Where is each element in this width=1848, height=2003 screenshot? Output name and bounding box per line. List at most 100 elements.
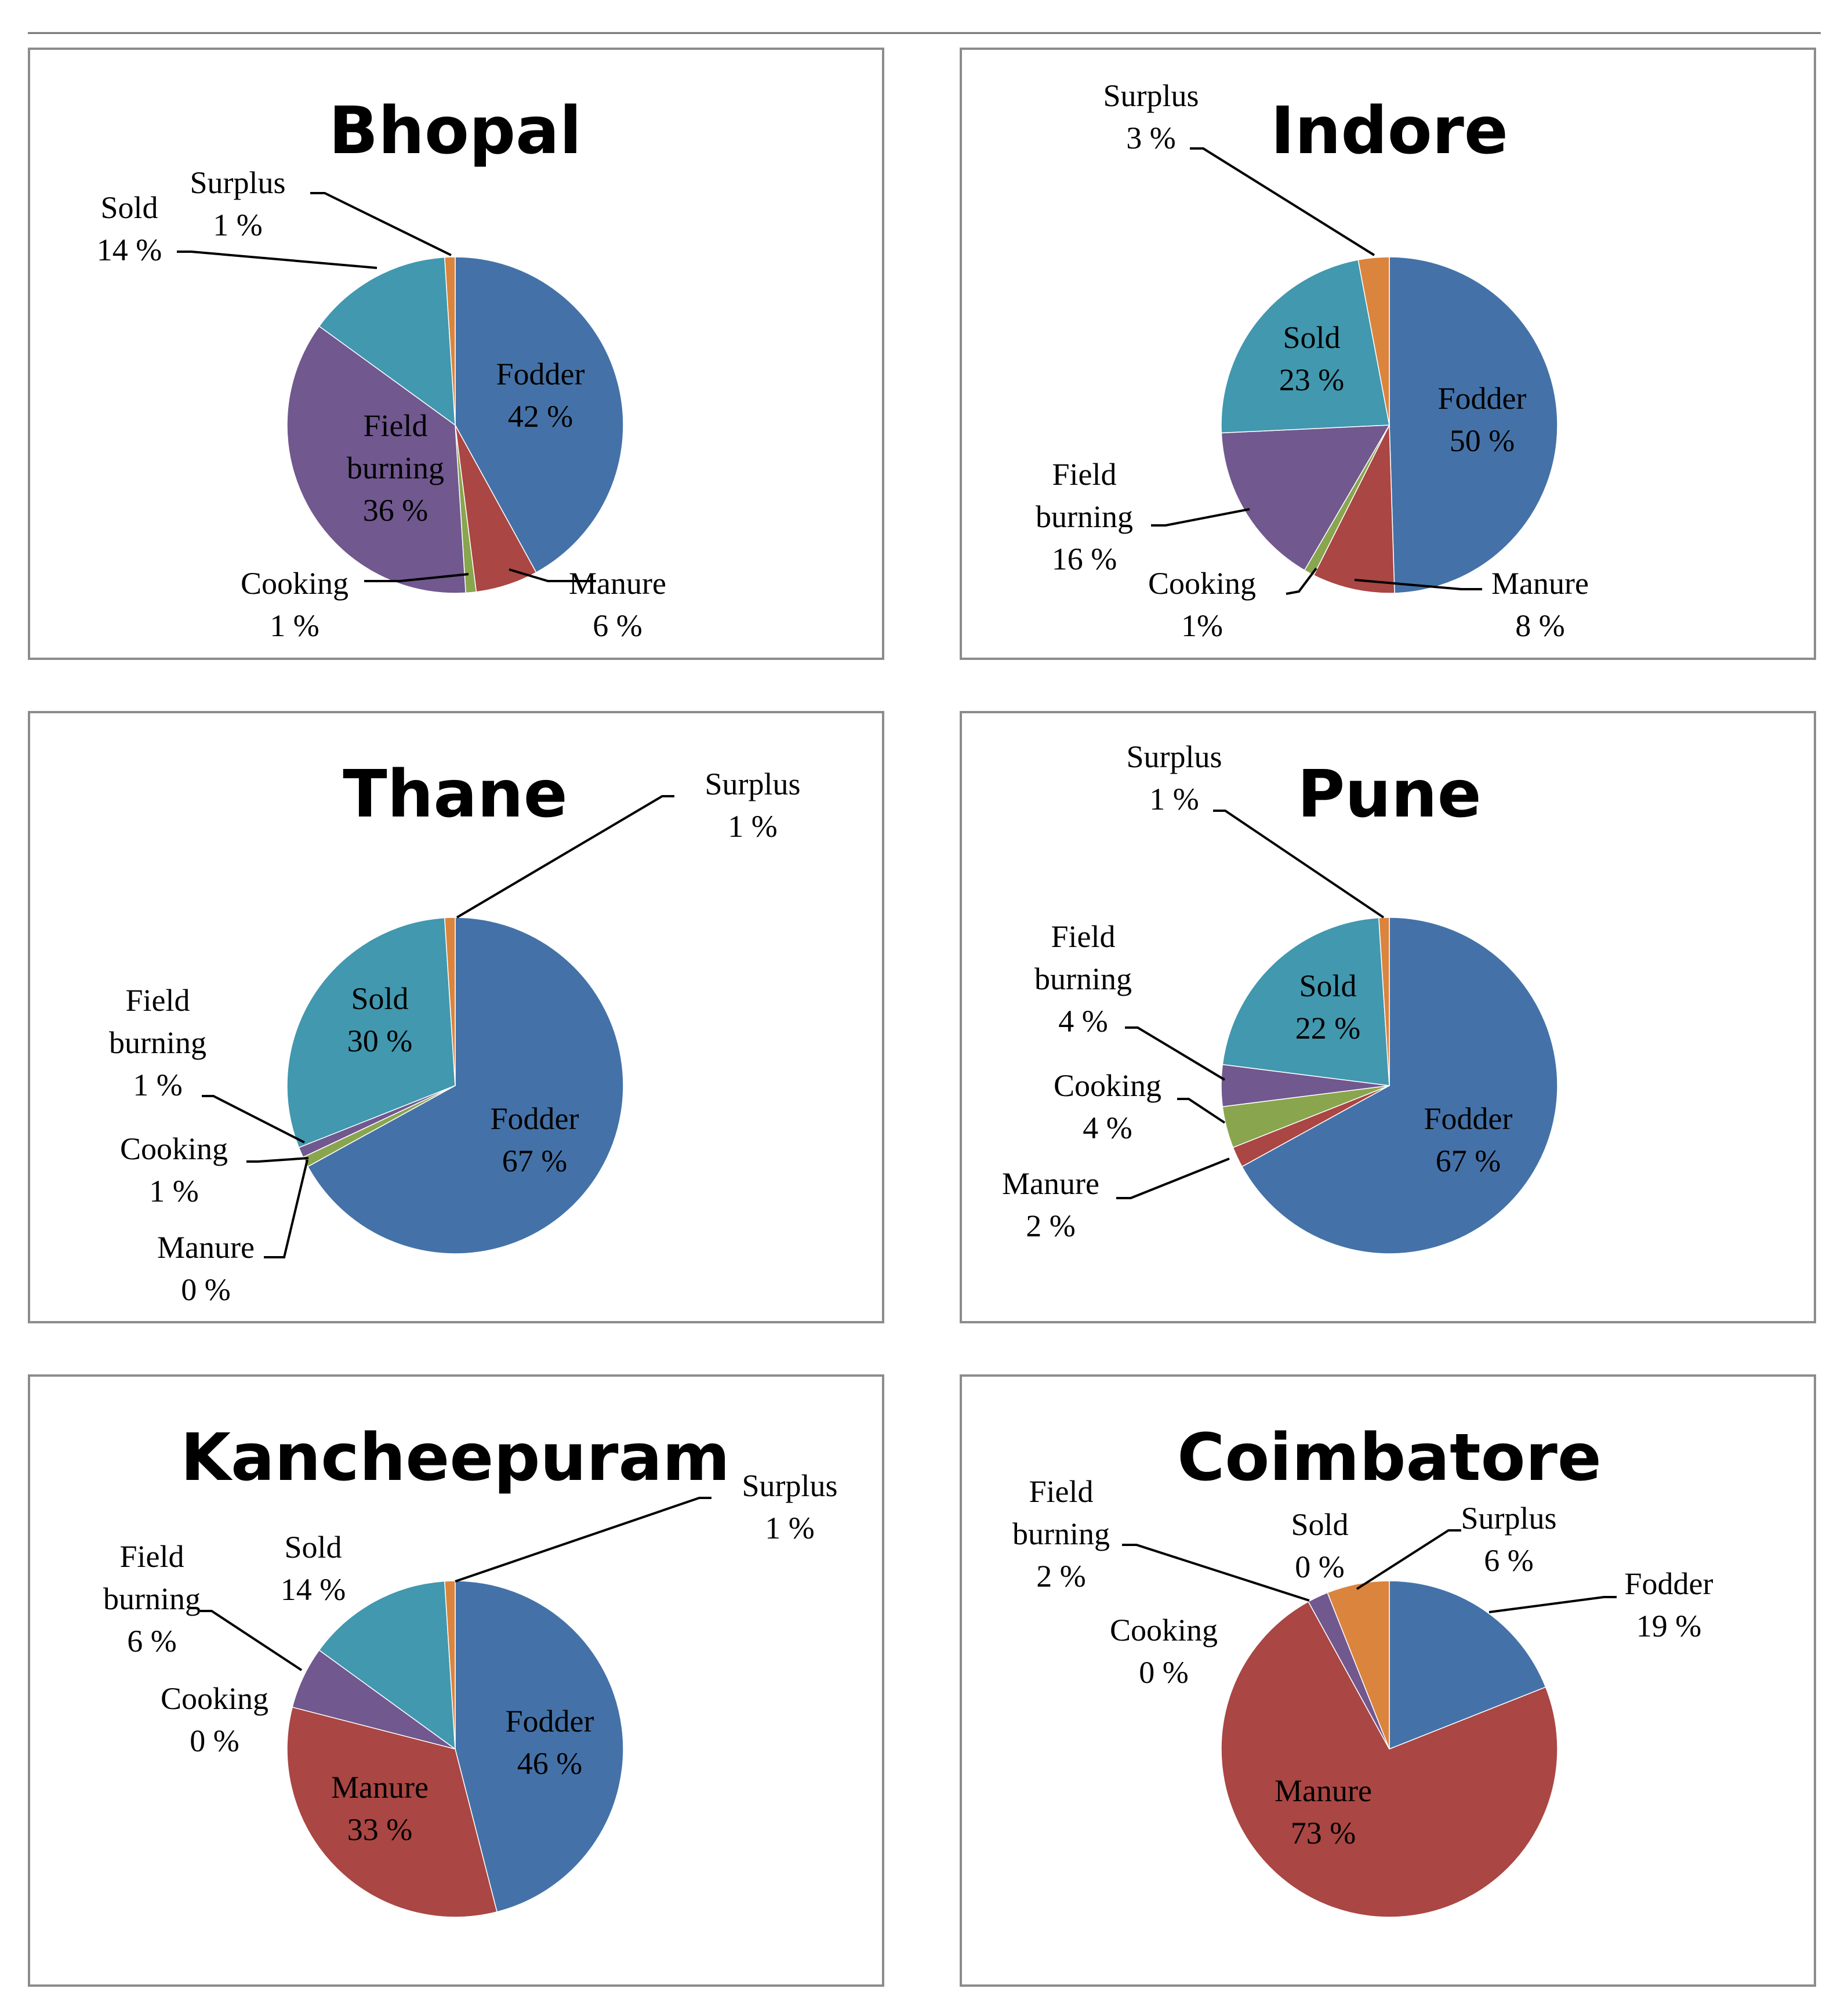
pie-chart-coimbatore: Coimbatore Fodder 19 % Manure 73 % Cooking 0 %… [960, 1374, 1816, 1987]
pie-chart-pune: Pune Fodder 67 % Manure 2 % Cooking 4 % Field bu… [960, 711, 1816, 1323]
data-label-field-burning: Field burning 16 % [1036, 457, 1133, 576]
leader-line-manure [509, 568, 596, 582]
data-label-line: 2 % [1026, 1209, 1075, 1243]
data-label-line: Surplus [1126, 739, 1222, 774]
slice-sold [1222, 917, 1390, 1086]
data-label-line: Cooking [241, 566, 348, 601]
leader-line-manure [264, 1159, 308, 1258]
data-label-manure: Manure 0 % [157, 1230, 255, 1307]
data-label-line: Field [1051, 919, 1115, 954]
data-label-line: 8 % [1515, 608, 1564, 643]
data-label-sold: Sold 23 % [1279, 320, 1344, 397]
chart-title: Pune [1297, 757, 1482, 832]
data-label-line: 16 % [1052, 542, 1117, 576]
chart-title: Indore [1270, 93, 1508, 169]
chart-title: Kancheepuram [180, 1420, 730, 1496]
data-label-line: Field [1052, 457, 1116, 492]
data-label-manure: Manure 73 % [1275, 1773, 1372, 1850]
data-label-cooking: Cooking 4 % [1054, 1068, 1161, 1145]
slice-manure [1221, 1601, 1558, 1918]
data-label-line: Cooking [161, 1681, 268, 1716]
data-label-sold: Sold 14 % [281, 1530, 346, 1607]
data-label-line: 1 % [270, 608, 319, 643]
data-label-line: 3 % [1126, 121, 1175, 155]
leader-line-surplus [1356, 1529, 1461, 1590]
slice-manure [286, 1706, 498, 1918]
data-label-line: Manure [569, 566, 666, 601]
data-label-line: 4 % [1058, 1004, 1108, 1039]
data-label-line: Sold [1283, 320, 1340, 355]
data-label-line: Manure [157, 1230, 255, 1265]
data-label-line: Sold [351, 981, 408, 1016]
data-label-line: 6 % [127, 1624, 176, 1659]
data-label-manure: Manure 6 % [569, 566, 666, 643]
data-label-surplus: Surplus 1 % [705, 767, 800, 844]
data-label-line: 46 % [517, 1746, 582, 1781]
data-label-sold: Sold 0 % [1291, 1507, 1348, 1584]
data-label-line: Manure [1275, 1773, 1372, 1808]
data-label-line: 0 % [1295, 1550, 1344, 1584]
slice-manure [1313, 424, 1395, 594]
data-label-line: 2 % [1036, 1559, 1085, 1594]
data-label-line: 0 % [181, 1272, 230, 1307]
leader-line-fodder [1488, 1596, 1617, 1613]
data-label-line: Cooking [1110, 1613, 1218, 1648]
data-label-line: 1 % [213, 208, 262, 242]
leader-line-field-burning [200, 1610, 303, 1671]
data-label-field-burning: Field burning 2 % [1012, 1474, 1110, 1594]
data-label-line: Surplus [705, 767, 800, 801]
data-label-fodder: Fodder 67 % [491, 1101, 579, 1178]
data-label-line: 1 % [149, 1174, 198, 1209]
data-label-fodder: Fodder 50 % [1438, 381, 1527, 458]
leader-line-surplus [310, 192, 452, 256]
slice-sold [318, 1580, 456, 1750]
data-label-surplus: Surplus 1 % [190, 165, 285, 242]
slice-surplus [1378, 917, 1390, 1086]
data-label-fodder: Fodder 67 % [1424, 1101, 1513, 1178]
data-label-line: Fodder [1438, 381, 1527, 416]
data-label-cooking: Cooking 1 % [241, 566, 348, 643]
slice-surplus [444, 917, 456, 1086]
leader-line-field-burning [1122, 1544, 1310, 1602]
data-label-line: burning [1034, 961, 1132, 996]
data-label-line: Manure [331, 1770, 429, 1805]
slice-fodder [1389, 256, 1558, 594]
slice-surplus [1327, 1580, 1390, 1750]
data-label-line: 6 % [1484, 1543, 1533, 1578]
slice-fodder [455, 1580, 624, 1913]
data-label-cooking: Cooking 1% [1148, 566, 1256, 643]
data-label-cooking: Cooking 0 % [161, 1681, 268, 1758]
leader-line-surplus [1213, 810, 1385, 919]
data-label-line: 30 % [347, 1024, 412, 1058]
chart-title: Thane [343, 757, 567, 832]
leader-line-sold [177, 251, 377, 269]
data-label-fodder: Fodder 19 % [1625, 1566, 1713, 1643]
slice-fodder [307, 917, 624, 1254]
data-label-line: 1 % [1149, 782, 1199, 817]
data-label-line: 22 % [1295, 1011, 1360, 1046]
data-label-line: Manure [1491, 566, 1589, 601]
data-label-fodder: Fodder 46 % [506, 1704, 594, 1781]
data-label-line: 6 % [593, 608, 642, 643]
data-label-line: 14 % [281, 1572, 346, 1607]
data-label-line: 19 % [1636, 1609, 1701, 1643]
data-label-sold: Sold 14 % [97, 190, 162, 267]
slice-field-burning [286, 325, 467, 594]
data-label-line: Surplus [1103, 78, 1199, 113]
data-label-line: burning [1036, 499, 1133, 534]
pie-chart-bhopal: Bhopal Fodder 42 % Manure 6 % Cooking 1 % Field… [28, 48, 884, 660]
data-label-surplus: Surplus 1 % [742, 1468, 837, 1545]
data-label-line: 42 % [508, 399, 573, 434]
data-label-line: burning [347, 451, 444, 485]
data-label-line: 50 % [1450, 423, 1515, 458]
pie-chart-thane: Thane Fodder 67 % Manure 0 % Cooking 1 % Field b… [28, 711, 884, 1323]
data-label-line: 14 % [97, 233, 162, 267]
data-label-line: 33 % [347, 1812, 412, 1847]
data-label-manure: Manure 2 % [1002, 1166, 1099, 1243]
data-label-line: Sold [1291, 1507, 1348, 1542]
data-label-line: 1 % [728, 809, 777, 844]
data-label-field-burning: Field burning 36 % [347, 408, 444, 528]
data-label-surplus: Surplus 3 % [1103, 78, 1199, 155]
leader-line-manure [1116, 1157, 1230, 1199]
